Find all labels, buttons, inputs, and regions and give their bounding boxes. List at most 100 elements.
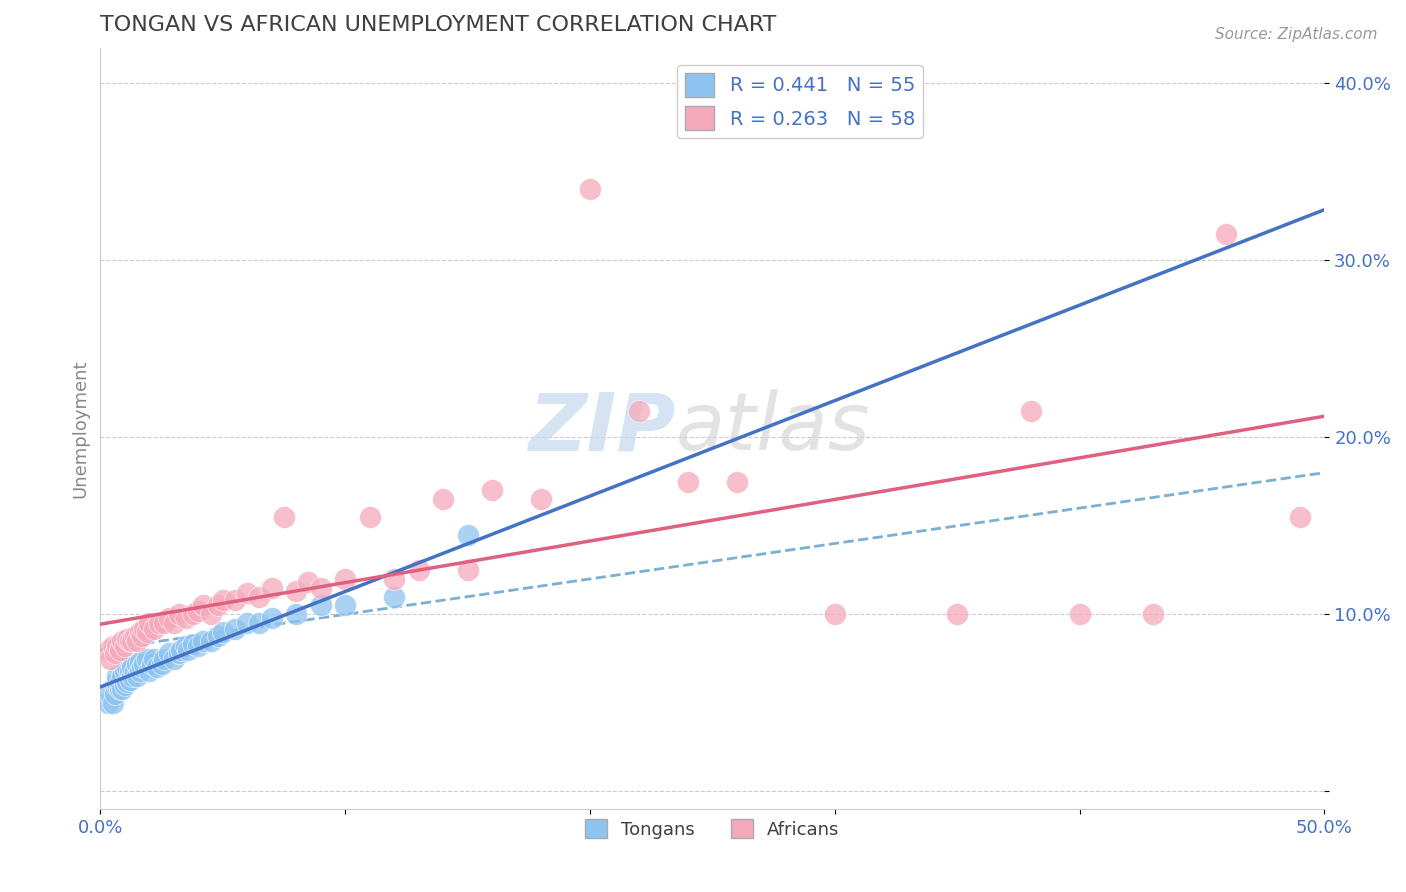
Point [627,403,650,417]
Point [117,632,139,647]
Point [187,639,209,653]
Text: Source: ZipAtlas.com: Source: ZipAtlas.com [1215,27,1378,42]
Point [273,510,295,524]
Point [260,611,283,625]
Point [1289,510,1312,524]
Text: TONGAN VS AFRICAN UNEMPLOYMENT CORRELATION CHART: TONGAN VS AFRICAN UNEMPLOYMENT CORRELATI… [100,15,776,35]
Point [236,586,259,600]
Point [108,681,131,696]
Point [117,660,139,674]
Point [200,634,222,648]
Point [167,646,190,660]
Point [359,510,381,524]
Point [128,655,150,669]
Point [117,674,139,689]
Point [128,625,150,640]
Point [1142,607,1164,622]
Y-axis label: Unemployment: Unemployment [72,359,89,498]
Point [1215,227,1237,241]
Point [138,664,160,678]
Point [174,639,197,653]
Point [333,599,356,613]
Point [108,674,131,689]
Point [163,616,186,631]
Point [125,669,148,683]
Point [131,629,153,643]
Point [98,687,121,701]
Point [104,687,127,701]
Point [138,616,160,631]
Text: ZIP: ZIP [529,390,676,467]
Point [128,664,150,678]
Point [824,607,846,622]
Point [125,657,148,671]
Point [108,642,131,657]
Point [432,492,454,507]
Point [143,651,166,665]
Point [211,593,233,607]
Point [107,669,129,683]
Point [193,634,215,648]
Point [114,664,136,678]
Point [285,607,308,622]
Point [297,575,319,590]
Point [1069,607,1091,622]
Point [97,696,120,710]
Point [285,584,308,599]
Point [153,651,176,665]
Point [224,622,246,636]
Point [211,625,233,640]
Point [167,607,190,622]
Point [236,616,259,631]
Point [121,634,143,648]
Point [207,599,229,613]
Point [333,572,356,586]
Point [579,182,602,196]
Point [97,642,120,657]
Point [163,651,186,665]
Point [111,634,134,648]
Point [131,660,153,674]
Point [457,563,479,577]
Point [111,669,134,683]
Point [382,572,405,586]
Point [104,646,127,660]
Point [114,678,136,692]
Point [177,642,200,657]
Point [124,629,146,643]
Point [153,616,176,631]
Point [143,622,166,636]
Point [187,604,209,618]
Point [101,639,124,653]
Point [382,590,405,604]
Point [107,674,129,689]
Legend: Tongans, Africans: Tongans, Africans [578,812,846,846]
Point [725,475,748,489]
Point [249,590,271,604]
Point [207,629,229,643]
Point [193,599,215,613]
Point [124,664,146,678]
Point [134,657,156,671]
Point [183,637,205,651]
Point [121,660,143,674]
Point [224,593,246,607]
Point [157,646,180,660]
Point [98,651,121,665]
Point [309,599,332,613]
Point [150,657,173,671]
Point [457,527,479,541]
Point [530,492,553,507]
Point [107,639,129,653]
Point [260,581,283,595]
Point [481,483,503,498]
Point [118,664,141,678]
Point [141,657,163,671]
Point [676,475,699,489]
Point [135,625,157,640]
Point [309,581,332,595]
Point [125,634,148,648]
Point [1019,403,1042,417]
Point [104,678,127,692]
Point [134,622,156,636]
